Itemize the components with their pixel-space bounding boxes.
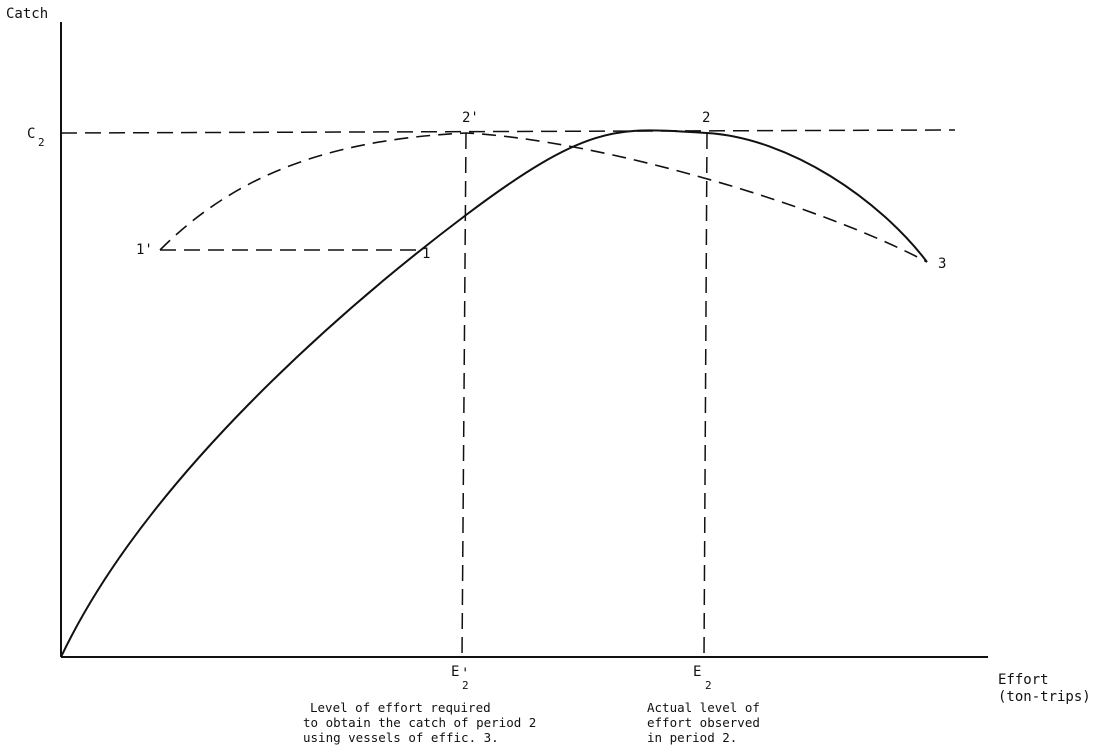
c2-tick-label: C: [27, 126, 35, 142]
actual-effort-note-line3: in period 2.: [647, 730, 737, 745]
required-effort-note-line1: Level of effort required: [310, 700, 491, 715]
point-2-label: 2: [702, 110, 710, 126]
catch-curve-solid: [60, 129, 928, 658]
e2prime-tick-mark: ': [461, 666, 469, 682]
e2prime-tick-label: E: [451, 664, 459, 680]
e2prime-tick-subscript: 2: [462, 679, 469, 692]
e2prime-guide-line: [461, 132, 467, 658]
y-axis-label: Catch: [6, 6, 48, 22]
required-effort-note-line2: to obtain the catch of period 2: [303, 715, 536, 730]
catch-curve-dashed: [159, 132, 928, 263]
actual-effort-note-line2: effort observed: [647, 715, 760, 730]
e2-tick-label: E: [693, 664, 701, 680]
point-3-label: 3: [938, 256, 946, 272]
e2-guide-line: [703, 132, 708, 658]
required-effort-note-line3: using vessels of effic. 3.: [303, 730, 499, 745]
x-axis-label-unit: (ton-trips): [998, 689, 1091, 705]
point-2prime-label: 2': [462, 110, 479, 126]
actual-effort-note-line1: Actual level of: [647, 700, 760, 715]
e2-tick-subscript: 2: [705, 679, 712, 692]
c2-catch-level-line: [60, 129, 956, 134]
point-1-label: 1: [422, 246, 430, 262]
c2-tick-subscript: 2: [38, 136, 45, 149]
x-axis-label-effort: Effort: [998, 672, 1049, 688]
point-1prime-label: 1': [136, 242, 153, 258]
